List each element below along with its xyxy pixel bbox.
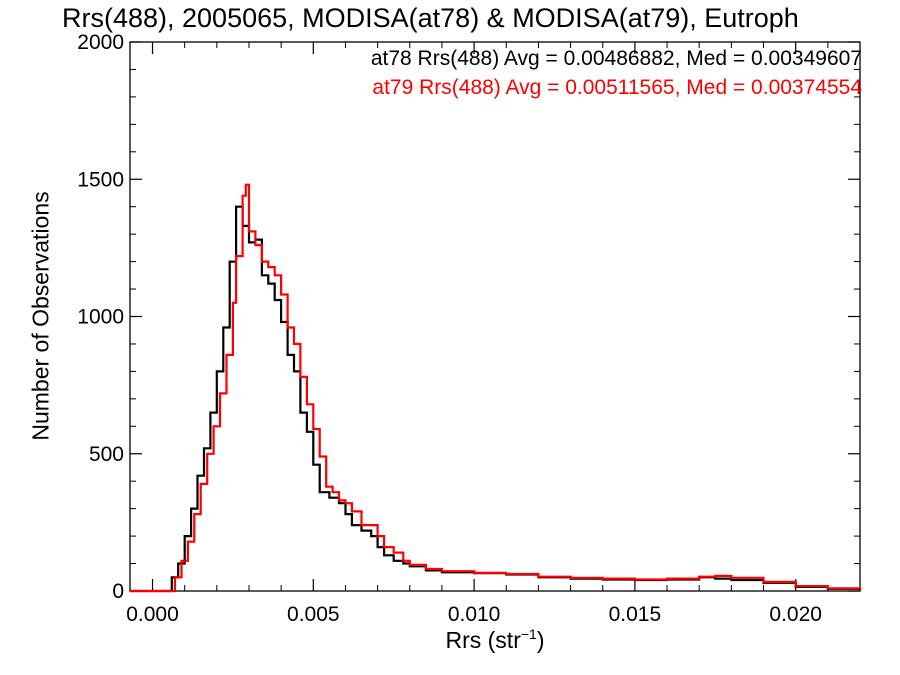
x-axis-label-close: ) bbox=[536, 627, 545, 653]
axis-ticks: 0 500 1000 1500 2000 0.000 0.005 0.010 0.015 0.02… bbox=[77, 31, 861, 626]
y-tick-label: 1000 bbox=[77, 306, 124, 329]
x-tick-label: 0.020 bbox=[769, 603, 822, 626]
chart-title: Rrs(488), 2005065, MODISA(at78) & MODISA… bbox=[62, 3, 799, 33]
x-tick-label: 0.005 bbox=[287, 603, 340, 626]
x-axis-label-main: Rrs (str bbox=[445, 627, 521, 653]
y-tick-label: 0 bbox=[112, 580, 124, 603]
annotation-at78: at78 Rrs(488) Avg = 0.00486882, Med = 0.… bbox=[370, 47, 862, 70]
y-tick-label: 2000 bbox=[77, 31, 124, 54]
series-at78-line bbox=[130, 205, 862, 593]
y-tick-label: 500 bbox=[89, 443, 124, 466]
x-axis-label: Rrs (str−1) bbox=[445, 626, 544, 654]
x-tick-label: 0.015 bbox=[609, 603, 662, 626]
annotation-at79: at79 Rrs(488) Avg = 0.00511565, Med = 0.… bbox=[372, 76, 862, 99]
plot-frame bbox=[129, 41, 861, 592]
y-tick-label: 1500 bbox=[77, 168, 124, 191]
series-group bbox=[130, 183, 862, 593]
x-axis-label-unit-exponent: −1 bbox=[520, 626, 537, 642]
y-axis-label: Number of Observations bbox=[27, 191, 54, 441]
x-tick-label: 0.000 bbox=[126, 603, 179, 626]
x-tick-label: 0.010 bbox=[448, 603, 501, 626]
series-at79-line bbox=[130, 183, 862, 593]
